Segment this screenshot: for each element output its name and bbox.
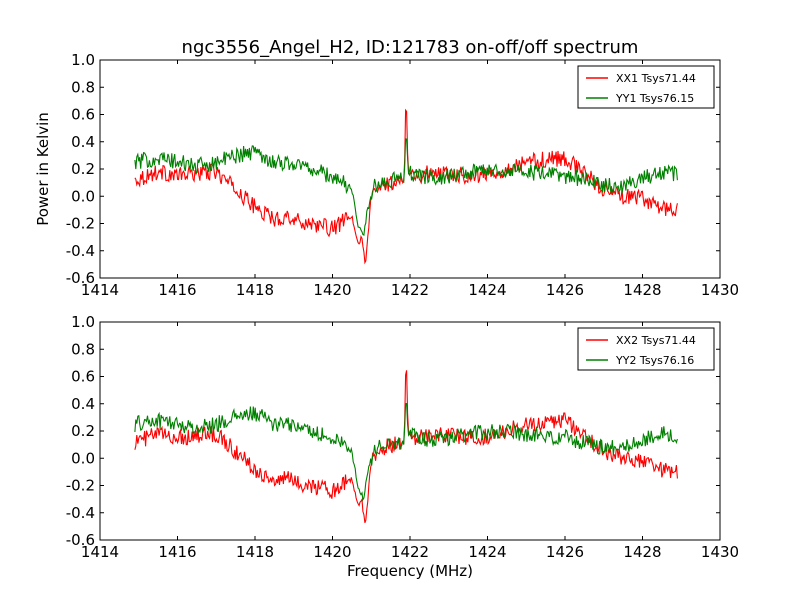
chart-panel-2: 1414 1416 1418 1420 1422 1424 1426 1428 1430 -0.6…	[66, 313, 739, 580]
x-tick-label: 1428	[623, 543, 661, 561]
legend: XX1 Tsys71.44 YY1 Tsys76.15	[577, 65, 715, 109]
x-tick-label: 1430	[701, 543, 739, 561]
y-tick-label: -0.6	[66, 269, 95, 287]
x-axis-label: Frequency (MHz)	[347, 562, 473, 580]
legend-label: XX1 Tsys71.44	[616, 72, 696, 85]
x-tick-label: 1424	[468, 543, 506, 561]
y-tick-label: 0.4	[71, 395, 95, 413]
series-line-2	[134, 402, 678, 502]
y-tick-label: 0.2	[71, 422, 95, 440]
y-tick-label: 0.8	[71, 78, 95, 96]
figure-title: ngc3556_Angel_H2, ID:121783 on-off/off s…	[182, 37, 639, 58]
y-tick-label: 0.6	[71, 106, 95, 124]
legend-label: YY2 Tsys76.16	[615, 354, 694, 367]
x-tick-label: 1416	[158, 543, 196, 561]
series-line-2	[134, 138, 678, 237]
x-tick-label: 1428	[623, 281, 661, 299]
x-tick-label: 1430	[701, 281, 739, 299]
y-tick-label: -0.2	[66, 477, 95, 495]
legend-box	[577, 327, 715, 371]
y-tick-label: -0.6	[66, 531, 95, 549]
y-tick-label: -0.4	[66, 504, 95, 522]
x-tick-label: 1414	[81, 543, 119, 561]
series-line-1	[134, 108, 678, 265]
legend-label: YY1 Tsys76.15	[615, 92, 694, 105]
series-line-1	[134, 370, 678, 523]
y-tick-label: 0.0	[71, 187, 95, 205]
x-tick-label: 1422	[391, 281, 429, 299]
y-tick-label: 0.6	[71, 368, 95, 386]
legend: XX2 Tsys71.44 YY2 Tsys76.16	[577, 327, 715, 371]
x-tick-label: 1420	[313, 543, 351, 561]
y-axis-label: Power in Kelvin	[34, 112, 52, 226]
y-tick-label: 1.0	[71, 313, 95, 331]
legend-label: XX2 Tsys71.44	[616, 334, 696, 347]
chart-panel-1: 1414 1416 1418 1420 1422 1424 1426 1428 1430 -0.6…	[34, 51, 739, 299]
x-tick-label: 1414	[81, 281, 119, 299]
x-tick-label: 1426	[546, 281, 584, 299]
x-tick-label: 1420	[313, 281, 351, 299]
y-tick-label: 0.8	[71, 340, 95, 358]
series-group	[134, 370, 678, 523]
x-tick-label: 1424	[468, 281, 506, 299]
x-tick-label: 1416	[158, 281, 196, 299]
y-tick-label: -0.2	[66, 215, 95, 233]
x-tick-label: 1418	[236, 543, 274, 561]
legend-box	[577, 65, 715, 109]
panels: 1414 1416 1418 1420 1422 1424 1426 1428 1430 -0.6…	[34, 51, 739, 580]
y-tick-label: 1.0	[71, 51, 95, 69]
x-tick-label: 1426	[546, 543, 584, 561]
series-group	[134, 108, 678, 265]
x-tick-label: 1422	[391, 543, 429, 561]
y-tick-label: 0.2	[71, 160, 95, 178]
x-tick-label: 1418	[236, 281, 274, 299]
y-tick-label: 0.0	[71, 449, 95, 467]
y-tick-label: -0.4	[66, 242, 95, 260]
y-tick-label: 0.4	[71, 133, 95, 151]
